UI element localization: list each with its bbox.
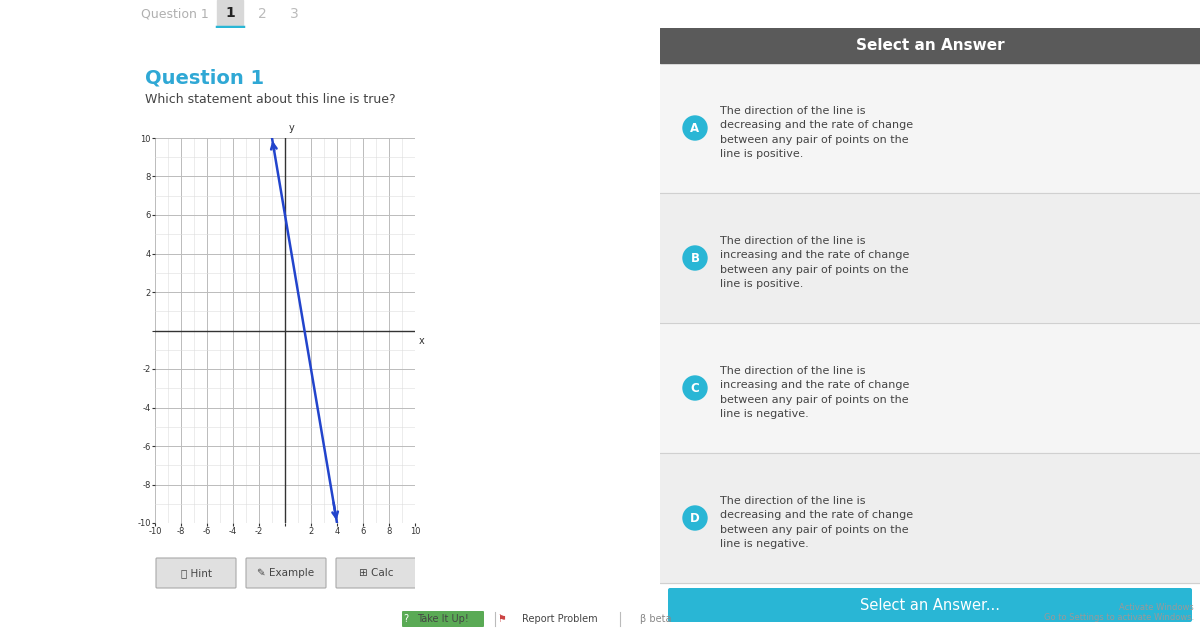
FancyBboxPatch shape [336, 558, 416, 588]
Text: The direction of the line is
increasing and the rate of change
between any pair : The direction of the line is increasing … [720, 366, 910, 420]
Text: Which statement about this line is true?: Which statement about this line is true? [145, 93, 396, 106]
Text: D: D [690, 511, 700, 524]
FancyBboxPatch shape [156, 558, 236, 588]
Circle shape [683, 116, 707, 140]
Text: The direction of the line is
increasing and the rate of change
between any pair : The direction of the line is increasing … [720, 236, 910, 290]
Text: B: B [690, 251, 700, 264]
Circle shape [683, 246, 707, 270]
Circle shape [683, 506, 707, 530]
Bar [660, 323, 1200, 453]
FancyBboxPatch shape [246, 558, 326, 588]
Text: ✎ Example: ✎ Example [258, 568, 314, 578]
Text: Take It Up!: Take It Up! [418, 614, 469, 624]
Text: ?: ? [403, 614, 408, 624]
Text: Question 1: Question 1 [145, 68, 264, 87]
Text: x: x [419, 336, 425, 346]
Bar [660, 63, 1200, 193]
Text: Select an Answer...: Select an Answer... [860, 597, 1000, 612]
FancyBboxPatch shape [402, 611, 484, 627]
Text: The direction of the line is
decreasing and the rate of change
between any pair : The direction of the line is decreasing … [720, 496, 913, 550]
Circle shape [683, 376, 707, 400]
Text: Question 1: Question 1 [142, 8, 209, 21]
Text: Activate Windows
Go to Settings to activate Windows.: Activate Windows Go to Settings to activ… [1044, 603, 1194, 622]
Text: C: C [691, 381, 700, 394]
Text: ⓘ Hint: ⓘ Hint [180, 568, 211, 578]
Text: Report Problem: Report Problem [522, 614, 598, 624]
Text: ⚑: ⚑ [497, 614, 505, 624]
Text: ⊞ Calc: ⊞ Calc [359, 568, 394, 578]
Bar [660, 28, 1200, 63]
Text: The direction of the line is
decreasing and the rate of change
between any pair : The direction of the line is decreasing … [720, 106, 913, 160]
Text: A: A [690, 121, 700, 134]
Bar [660, 453, 1200, 583]
Text: y: y [289, 123, 295, 133]
Text: Select an Answer: Select an Answer [856, 38, 1004, 53]
Bar [660, 193, 1200, 323]
Text: 3: 3 [289, 7, 299, 21]
Text: β beta: β beta [640, 614, 672, 624]
Text: 2: 2 [258, 7, 266, 21]
FancyBboxPatch shape [668, 588, 1192, 622]
Bar [217, 0, 242, 28]
Text: 1: 1 [226, 6, 235, 20]
